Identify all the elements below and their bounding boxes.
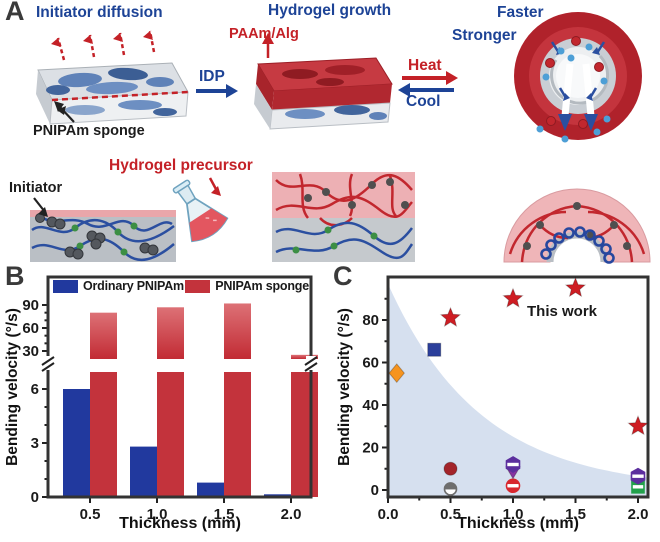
svg-text:0.0: 0.0: [378, 506, 399, 523]
initiator-label: Initiator: [9, 180, 63, 196]
literature-purple-banded-hexagon: [505, 456, 521, 473]
initiator-spheres: [35, 213, 159, 260]
initiator-block-illustration: [30, 197, 176, 262]
literature-gray-half-circle: [443, 482, 458, 496]
pnipam-sponge-label: PNIPAm sponge: [33, 123, 145, 139]
paam-alg-label: PAAm/Alg: [229, 26, 299, 42]
svg-text:6: 6: [31, 381, 39, 398]
svg-text:30: 30: [22, 343, 39, 360]
bar-sponge-upper-1.0: [157, 307, 184, 359]
stronger-label: Stronger: [452, 27, 517, 44]
hydrogel-grown-sponge-illustration: [254, 33, 393, 130]
flask-icon: [172, 179, 229, 243]
legend-item-sponge: PNIPAm sponge: [185, 279, 309, 293]
svg-text:0.5: 0.5: [440, 506, 461, 523]
bar-sponge-lower-2.0: [291, 372, 318, 497]
svg-text:60: 60: [362, 355, 379, 372]
legend-label-sponge: PNIPAm sponge: [215, 279, 309, 293]
scatter-chart: 0.0 0.5 1.0 1.5 2.0 0 20 40 60 80: [362, 275, 650, 523]
b-y-axis-label: Bending velocity (°/s): [4, 308, 21, 466]
bar-sponge-lower-1.0: [157, 372, 184, 497]
b-plot-frame: [46, 275, 313, 499]
bar-sponge-lower-1.5: [224, 372, 251, 497]
svg-text:1.0: 1.0: [503, 506, 524, 523]
arrow-heads: [51, 31, 153, 47]
svg-text:0: 0: [31, 489, 39, 506]
c-x-axis-label: Thickness (mm): [457, 515, 579, 532]
svg-text:20: 20: [362, 440, 379, 457]
svg-text:0.5: 0.5: [80, 506, 101, 523]
legend-swatch-blue: [53, 279, 78, 293]
bent-arch-illustration: [503, 188, 651, 264]
interpenetrating-network-block: [272, 172, 415, 262]
svg-text:80: 80: [362, 312, 379, 329]
idp-arrow-icon: [196, 84, 238, 98]
c-plot-frame: [386, 275, 650, 499]
cool-label: Cool: [406, 93, 441, 110]
bar-sponge-upper-0.5: [90, 312, 117, 359]
literature-orange-diamond: [388, 363, 405, 384]
faster-label: Faster: [497, 4, 544, 21]
legend: Ordinary PNIPAm PNIPAm sponge: [53, 279, 309, 293]
idp-label: IDP: [199, 68, 225, 85]
literature-purple-banded-hexagon: [630, 467, 646, 485]
this-work-red-stars: [564, 276, 587, 298]
legend-item-ordinary: Ordinary PNIPAm: [53, 279, 184, 293]
svg-text:1.5: 1.5: [565, 506, 586, 523]
rolled-tube-illustration: [514, 12, 642, 143]
heat-label: Heat: [408, 57, 442, 74]
bar-ordinary-0.5: [63, 389, 90, 497]
bar-sponge-upper-1.5: [224, 303, 251, 359]
legend-swatch-red: [185, 279, 211, 293]
blue-particles: [536, 43, 611, 143]
this-work-annotation: This work: [527, 303, 598, 320]
this-work-red-stars: [627, 414, 649, 436]
crosslink-dots-lower: [292, 226, 378, 254]
bar-ordinary-1.0: [130, 446, 157, 497]
panel-a-illustration: [30, 12, 651, 264]
legend-label-ordinary: Ordinary PNIPAm: [83, 279, 184, 293]
svg-text:40: 40: [362, 397, 379, 414]
literature-red-banded-circle: [505, 478, 521, 494]
red-particles: [545, 36, 604, 129]
this-work-red-stars: [502, 287, 524, 308]
cool-arrow-icon: [398, 83, 454, 97]
bar-sponge-lower-0.5: [90, 372, 117, 497]
collapsed-pnipam-coil: [540, 226, 615, 264]
bars: [63, 303, 318, 497]
c-y-axis-label: Bending velocity (°/s): [336, 308, 353, 466]
panel-c: 0.0 0.5 1.0 1.5 2.0 0 20 40 60 80 This work Thick…: [330, 261, 660, 542]
bar-sponge-upper-2.0: [291, 354, 318, 359]
shaded-region: [388, 283, 648, 497]
panel-a-label: A: [5, 0, 25, 26]
crosslink-dots: [71, 222, 138, 256]
bar-chart: 0.5 1.0 1.5 2.0 0 3 6 30 60 90: [22, 275, 318, 523]
literature-navy-square: [427, 342, 442, 357]
pnipam-sponge-illustration: [36, 30, 189, 125]
bar-ordinary-1.5: [197, 482, 224, 497]
svg-text:2.0: 2.0: [281, 506, 302, 523]
b-x-axis-label: Thickness (mm): [119, 515, 241, 532]
svg-text:60: 60: [22, 320, 39, 337]
initiator-diffusion-title: Initiator diffusion: [36, 4, 163, 21]
this-work-red-stars: [439, 306, 462, 328]
svg-text:3: 3: [31, 435, 39, 452]
hydrogel-growth-title: Hydrogel growth: [268, 2, 392, 19]
svg-text:90: 90: [22, 297, 39, 314]
svg-text:1.5: 1.5: [214, 506, 235, 523]
panel-b: 0.5 1.0 1.5 2.0 0 3 6 30 60 90 Ordinary PNIPAm PN…: [0, 261, 330, 542]
panel-c-label: C: [333, 261, 353, 291]
svg-text:2.0: 2.0: [628, 506, 649, 523]
hydrogel-precursor-label: Hydrogel precursor: [109, 157, 253, 174]
literature-darkred-circle: [443, 461, 458, 476]
svg-text:1.0: 1.0: [147, 506, 168, 523]
heat-arrow-icon: [402, 71, 458, 85]
initiator-diffusion-arrows: [56, 30, 156, 61]
panel-b-label: B: [5, 261, 25, 291]
crosslink-nodes: [304, 178, 409, 209]
pnipam-network-lower: [275, 221, 414, 260]
svg-text:0: 0: [371, 482, 379, 499]
